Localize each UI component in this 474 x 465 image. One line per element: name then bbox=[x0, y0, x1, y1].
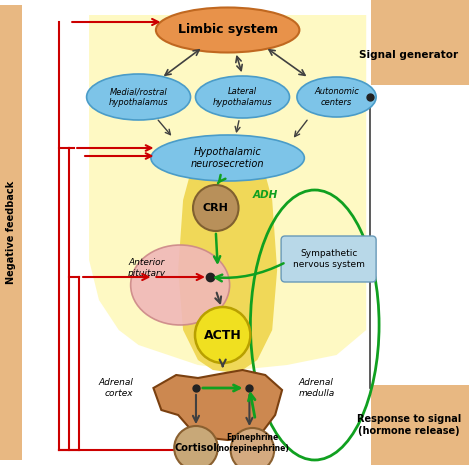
Ellipse shape bbox=[195, 76, 290, 118]
Polygon shape bbox=[178, 145, 277, 372]
Circle shape bbox=[174, 426, 218, 465]
Ellipse shape bbox=[297, 77, 376, 117]
Text: CRH: CRH bbox=[203, 203, 229, 213]
Circle shape bbox=[231, 428, 274, 465]
FancyBboxPatch shape bbox=[281, 236, 376, 282]
FancyBboxPatch shape bbox=[371, 385, 469, 465]
Circle shape bbox=[195, 307, 250, 363]
Circle shape bbox=[193, 185, 238, 231]
Text: Signal generator: Signal generator bbox=[359, 50, 458, 60]
Ellipse shape bbox=[87, 74, 191, 120]
Text: Negative feedback: Negative feedback bbox=[6, 180, 16, 284]
Text: Anterior
pituitary: Anterior pituitary bbox=[128, 258, 165, 278]
Text: Epinephrine
(norepinephrine): Epinephrine (norepinephrine) bbox=[216, 433, 289, 453]
FancyBboxPatch shape bbox=[371, 0, 469, 85]
Polygon shape bbox=[89, 15, 366, 370]
Text: Hypothalamic
neurosecretion: Hypothalamic neurosecretion bbox=[191, 147, 264, 169]
Text: ACTH: ACTH bbox=[204, 328, 242, 341]
Text: Adrenal
medulla: Adrenal medulla bbox=[299, 379, 335, 398]
Text: Cortisol: Cortisol bbox=[174, 443, 218, 453]
Text: Autonomic
centers: Autonomic centers bbox=[314, 87, 359, 106]
Text: Response to signal
(hormone release): Response to signal (hormone release) bbox=[356, 414, 461, 436]
Polygon shape bbox=[154, 370, 282, 440]
FancyBboxPatch shape bbox=[0, 5, 22, 460]
Ellipse shape bbox=[151, 135, 304, 181]
Text: Lateral
hypothalamus: Lateral hypothalamus bbox=[213, 87, 272, 106]
Text: Adrenal
cortex: Adrenal cortex bbox=[99, 379, 134, 398]
Text: Limbic system: Limbic system bbox=[178, 24, 278, 36]
Ellipse shape bbox=[156, 7, 300, 53]
Ellipse shape bbox=[131, 245, 229, 325]
Text: Sympathetic
nervous system: Sympathetic nervous system bbox=[292, 249, 365, 269]
Text: ADH: ADH bbox=[252, 190, 278, 200]
Text: Medial/rostral
hypothalamus: Medial/rostral hypothalamus bbox=[109, 87, 168, 106]
